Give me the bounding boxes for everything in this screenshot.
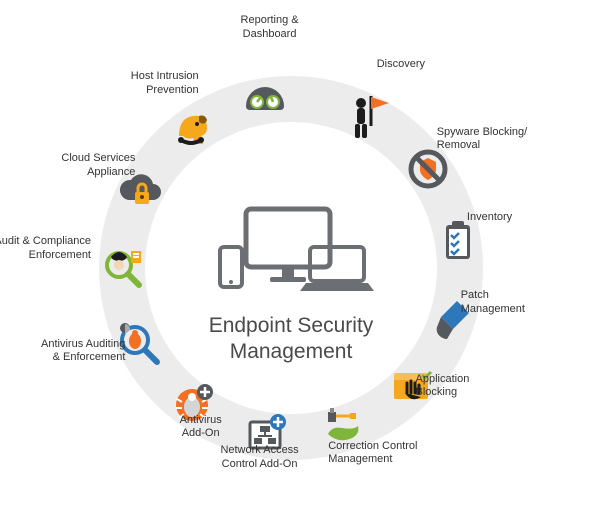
app-blocking-label: Application Blocking [416, 373, 536, 401]
node-audit: Audit & Compliance Enforcement [97, 243, 147, 293]
node-correction: Correction Control Management [318, 404, 368, 454]
node-reporting: Reporting & Dashboard [240, 76, 290, 126]
node-discovery: Discovery [343, 92, 393, 142]
node-cloud-appl: Cloud Services Appliance [115, 166, 165, 216]
center-block: Endpoint Security Management [191, 205, 391, 366]
node-hip: Host Intrusion Prevention [167, 106, 217, 156]
reporting-icon [240, 76, 290, 126]
node-patch: Patch Management [427, 295, 477, 345]
node-av-enforce: Antivirus Auditing & Enforcement [115, 320, 165, 370]
discovery-icon [343, 92, 393, 142]
center-title: Endpoint Security Management [191, 313, 391, 366]
inventory-label: Inventory [467, 211, 587, 225]
infographic-stage: Endpoint Security Management DiscoverySp… [0, 0, 600, 519]
audit-icon [97, 243, 147, 293]
audit-label: Audit & Compliance Enforcement [0, 235, 91, 263]
discovery-label: Discovery [377, 58, 497, 72]
node-spyware: Spyware Blocking/ Removal [403, 144, 453, 194]
node-app-blocking: Application Blocking [386, 363, 436, 413]
hip-label: Host Intrusion Prevention [59, 70, 199, 98]
cloud-appl-label: Cloud Services Appliance [0, 152, 135, 180]
reporting-label: Reporting & Dashboard [210, 14, 330, 42]
av-enforce-label: Antivirus Auditing & Enforcement [0, 338, 125, 366]
correction-label: Correction Control Management [328, 440, 448, 468]
hip-icon [167, 106, 217, 156]
center-devices-icon [191, 205, 391, 305]
spyware-label: Spyware Blocking/ Removal [437, 126, 557, 154]
node-av-addon: Antivirus Add-On [167, 380, 217, 430]
net-access-label: Network Access Control Add-On [200, 444, 320, 472]
av-addon-label: Antivirus Add-On [141, 414, 261, 442]
patch-label: Patch Management [461, 289, 581, 317]
node-inventory: Inventory [433, 217, 483, 267]
